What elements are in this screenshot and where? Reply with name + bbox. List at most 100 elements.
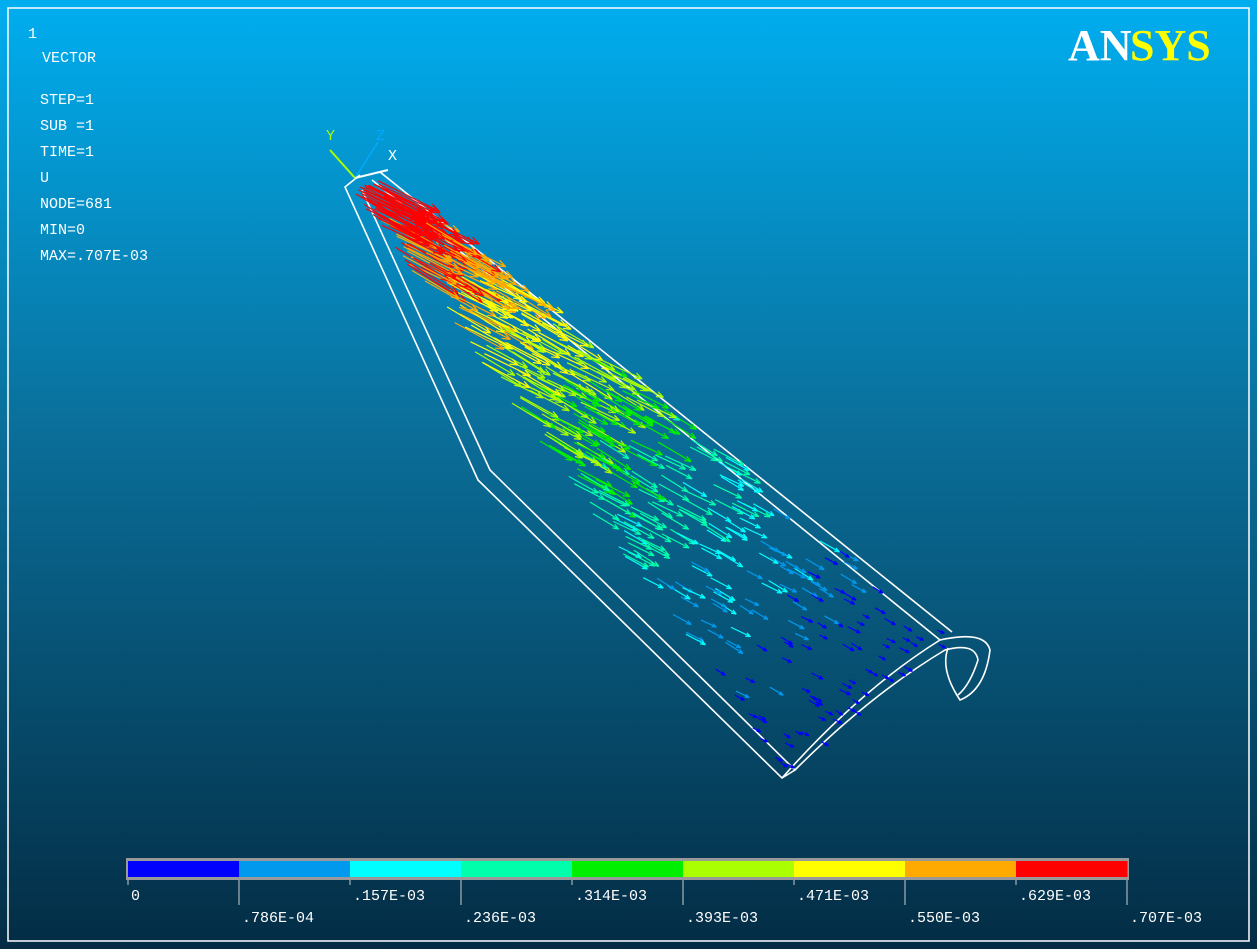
vector-arrow (552, 323, 595, 349)
vector-arrow (404, 259, 459, 295)
vector-arrow (699, 543, 721, 555)
vector-arrow (847, 626, 861, 634)
legend-swatch (683, 861, 795, 877)
vector-arrow (378, 183, 441, 214)
vector-arrow (740, 478, 764, 493)
vector-arrow (793, 567, 814, 581)
vector-arrow (870, 671, 879, 677)
vector-arrow (811, 672, 824, 680)
vector-arrow (616, 513, 643, 527)
vector-arrow (734, 694, 745, 701)
vector-arrow (807, 571, 821, 579)
vector-arrow (402, 255, 457, 285)
vector-arrow (707, 629, 724, 639)
vector-arrow (631, 470, 658, 489)
vector-arrow (485, 288, 532, 312)
vector-arrow (882, 643, 891, 649)
vector-arrow (731, 502, 760, 518)
vector-arrow (752, 727, 762, 733)
vector-arrow (725, 641, 744, 655)
vector-arrow (683, 498, 713, 516)
vector-arrow (861, 691, 870, 697)
axis-y: Y (326, 128, 335, 145)
legend-label: .471E-03 (797, 888, 869, 905)
vector-arrow (654, 454, 687, 470)
vector-arrow (424, 280, 479, 312)
vector-arrow (685, 633, 706, 646)
vector-arrow (821, 741, 830, 747)
vector-arrow (916, 636, 924, 641)
vector-arrow (783, 733, 791, 739)
vector-arrow (637, 453, 666, 470)
vector-arrow (705, 525, 731, 543)
vector-arrow (577, 349, 616, 371)
vector-arrow (700, 619, 717, 628)
vector-arrow (815, 700, 824, 706)
vector-arrow (847, 707, 857, 713)
vector-arrow (658, 483, 690, 501)
vector-arrow (644, 415, 676, 434)
vector-arrow (719, 474, 745, 487)
vector-arrow (636, 391, 670, 409)
vector-arrow (744, 598, 760, 607)
triad-axis (329, 149, 356, 179)
vector-arrow (819, 587, 834, 598)
vector-arrow (773, 508, 791, 520)
vector-arrow (833, 718, 843, 725)
vector-arrow (630, 506, 660, 521)
vector-arrow (634, 419, 669, 440)
vector-arrow (530, 389, 570, 412)
vector-arrow (725, 456, 750, 472)
vector-arrow (425, 222, 479, 256)
vector-arrow (748, 712, 758, 719)
vector-arrow (784, 742, 795, 748)
legend-swatch (572, 861, 684, 877)
legend-swatch (905, 861, 1017, 877)
vector-arrow (710, 577, 733, 590)
vector-arrow (557, 398, 597, 425)
vector-arrow (593, 431, 631, 450)
vector-arrow (758, 552, 779, 565)
vector-arrow (731, 505, 756, 520)
vector-arrow (835, 710, 844, 716)
legend-label: .393E-03 (686, 910, 758, 927)
vector-arrow (459, 313, 511, 341)
vector-arrow (819, 540, 841, 553)
vector-arrow (756, 644, 768, 652)
vector-arrow (680, 596, 699, 608)
vector-arrow (746, 570, 763, 580)
vector-arrow (454, 255, 507, 286)
vector-arrow (596, 371, 636, 391)
vector-arrow (429, 262, 485, 297)
vector-arrow (627, 551, 656, 567)
window-number: 1 (28, 26, 37, 43)
vector-arrow (739, 605, 754, 615)
triad-axis (354, 169, 389, 179)
vector-arrow (486, 344, 529, 369)
vector-arrow (862, 613, 870, 619)
vector-arrow (661, 533, 690, 549)
vector-arrow (627, 542, 655, 557)
logo-sys: SYS (1130, 21, 1211, 70)
vector-arrow (454, 322, 505, 350)
vector-arrow (735, 690, 750, 699)
vector-arrow (603, 498, 632, 515)
vector-arrow (710, 598, 727, 608)
vector-arrow (664, 455, 697, 471)
vector-arrow (701, 547, 723, 560)
vector-arrow (626, 396, 665, 418)
vector-arrow (647, 501, 673, 519)
vector-arrow (825, 710, 834, 716)
vector-arrow (801, 687, 811, 693)
legend: 0 .786E-04 .157E-03 .236E-03 .314E-03 .393E-0… (126, 858, 1202, 927)
legend-label: .707E-03 (1130, 910, 1202, 927)
vector-arrow (630, 439, 664, 456)
info-line: TIME=1 (40, 144, 94, 161)
vector-arrow (801, 731, 810, 737)
vector-arrow (783, 641, 794, 648)
info-line: VECTOR (42, 50, 96, 67)
vector-arrow (407, 247, 464, 275)
vector-arrow (661, 474, 689, 493)
